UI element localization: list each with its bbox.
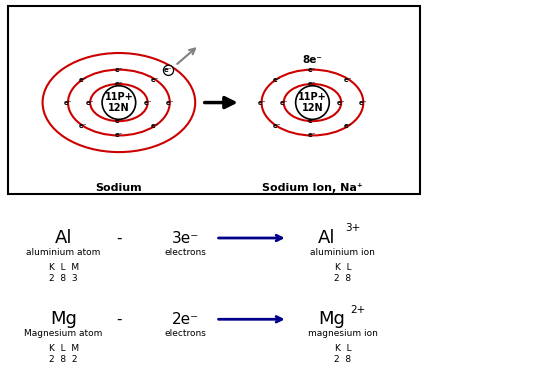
Text: electrons: electrons — [164, 329, 206, 339]
Text: magnesium ion: magnesium ion — [308, 329, 378, 339]
Text: e⁻: e⁻ — [114, 132, 123, 139]
Text: e⁻: e⁻ — [337, 99, 346, 106]
Text: e⁻: e⁻ — [164, 67, 173, 74]
Text: e⁻: e⁻ — [308, 67, 317, 73]
Text: 2  8  3: 2 8 3 — [49, 274, 78, 283]
Text: K  L  M: K L M — [49, 344, 79, 353]
Text: e⁻: e⁻ — [344, 77, 352, 82]
Text: Sodium: Sodium — [96, 183, 142, 193]
Text: 2e⁻: 2e⁻ — [171, 312, 199, 327]
Text: 2  8: 2 8 — [335, 355, 351, 365]
Text: e⁻: e⁻ — [308, 118, 317, 124]
Text: electrons: electrons — [164, 248, 206, 257]
Text: K  L: K L — [335, 262, 351, 272]
Text: 3+: 3+ — [346, 223, 361, 233]
Text: -: - — [116, 312, 122, 327]
Text: e⁻: e⁻ — [150, 123, 159, 128]
Text: e⁻: e⁻ — [114, 81, 123, 87]
Text: e⁻: e⁻ — [165, 99, 174, 106]
Text: e⁻: e⁻ — [64, 99, 72, 106]
Text: Mg: Mg — [318, 310, 345, 328]
Text: Magnesium atom: Magnesium atom — [24, 329, 103, 339]
Text: 3e⁻: 3e⁻ — [171, 231, 199, 245]
Text: 2  8  2: 2 8 2 — [49, 355, 78, 365]
Text: Mg: Mg — [50, 310, 77, 328]
Text: 11P+
12N: 11P+ 12N — [105, 92, 133, 113]
Text: Sodium Ion, Na⁺: Sodium Ion, Na⁺ — [262, 183, 363, 193]
Text: e⁻: e⁻ — [257, 99, 266, 106]
Text: e⁻: e⁻ — [308, 132, 317, 139]
Text: e⁻: e⁻ — [273, 123, 281, 128]
Text: 2+: 2+ — [350, 305, 366, 315]
Text: e⁻: e⁻ — [359, 99, 368, 106]
Text: e⁻: e⁻ — [150, 77, 159, 82]
Text: 11P+
12N: 11P+ 12N — [298, 92, 327, 113]
Text: K  L: K L — [335, 344, 351, 353]
Text: e⁻: e⁻ — [344, 123, 352, 128]
Text: Al: Al — [318, 229, 336, 247]
Text: e⁻: e⁻ — [79, 77, 87, 82]
Text: e⁻: e⁻ — [114, 118, 123, 124]
FancyBboxPatch shape — [8, 6, 420, 194]
Text: e⁻: e⁻ — [114, 67, 123, 73]
Text: aluminium atom: aluminium atom — [27, 248, 101, 257]
Text: e⁻: e⁻ — [79, 123, 87, 128]
Text: e⁻: e⁻ — [273, 77, 281, 82]
Text: Al: Al — [55, 229, 72, 247]
Text: e⁻: e⁻ — [86, 99, 95, 106]
Text: K  L  M: K L M — [49, 262, 79, 272]
Text: aluminium ion: aluminium ion — [310, 248, 375, 257]
Text: -: - — [116, 231, 122, 245]
Text: 2  8: 2 8 — [335, 274, 351, 283]
Text: e⁻: e⁻ — [308, 81, 317, 87]
Text: 8e⁻: 8e⁻ — [302, 55, 322, 65]
Text: e⁻: e⁻ — [279, 99, 288, 106]
Text: e⁻: e⁻ — [143, 99, 152, 106]
